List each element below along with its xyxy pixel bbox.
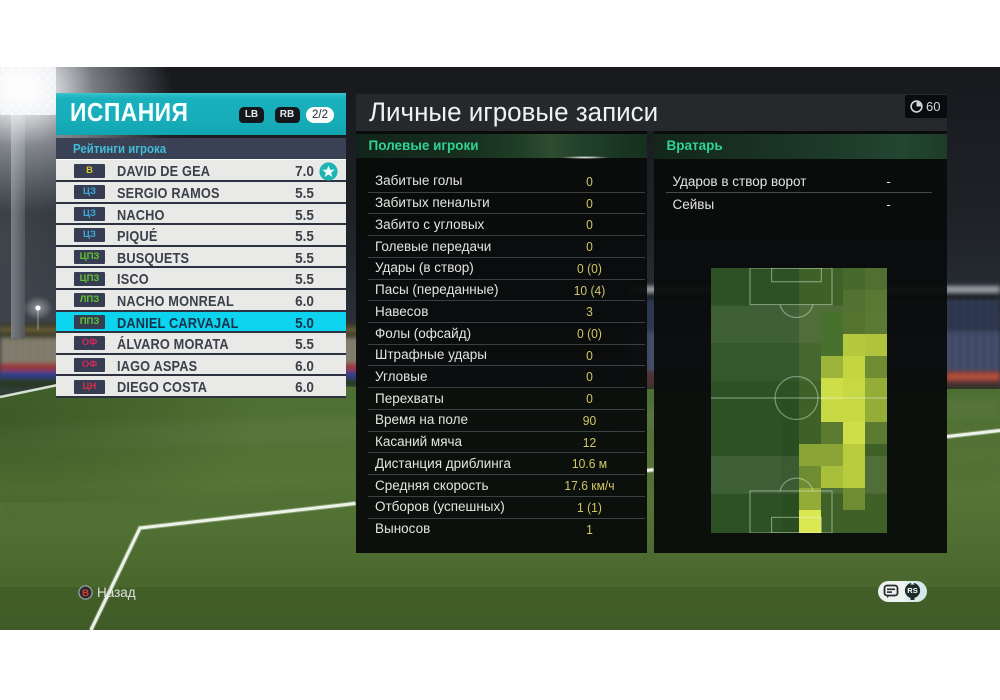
svg-text:RS: RS <box>907 586 917 595</box>
svg-text:B: B <box>82 588 89 599</box>
